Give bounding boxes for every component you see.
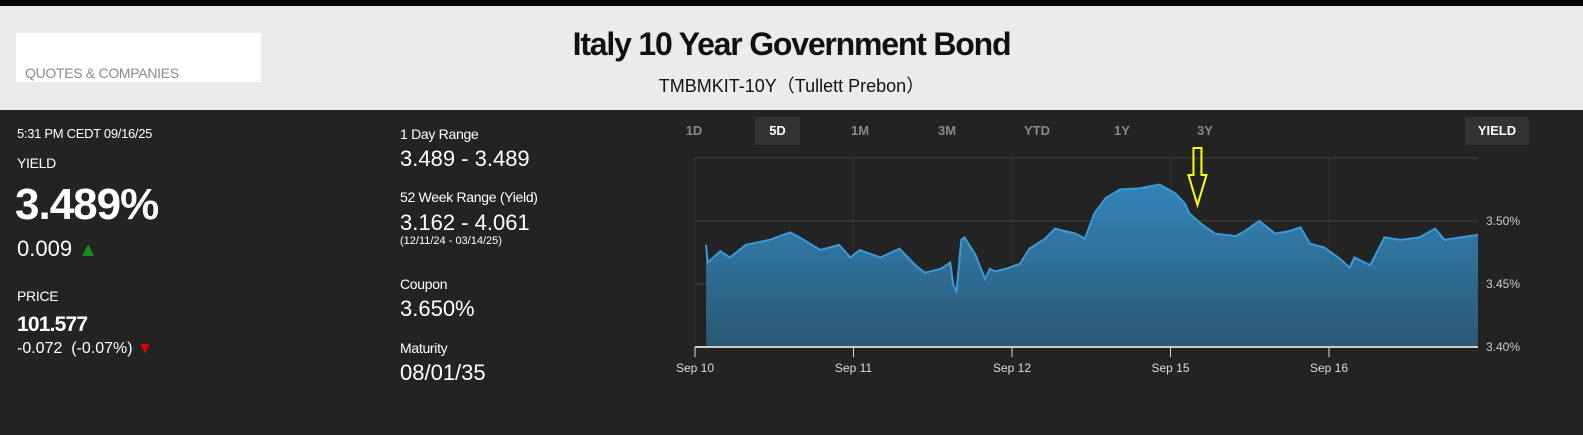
x-tick-label: Sep 15: [1151, 361, 1189, 375]
tab-1d[interactable]: 1D: [685, 123, 703, 138]
price-change: -0.072 (-0.07%) ▼: [17, 340, 153, 358]
x-tick-label: Sep 16: [1310, 361, 1348, 375]
x-tick-label: Sep 11: [835, 361, 872, 375]
arrow-down-icon: ▼: [137, 340, 153, 357]
yield-label: YIELD: [17, 155, 56, 171]
y-tick-label: 3.40%: [1486, 340, 1520, 354]
price-label: PRICE: [17, 288, 59, 304]
price-change-value: -0.072 (-0.07%): [17, 340, 133, 357]
yield-change-value: 0.009: [17, 236, 73, 261]
quotes-search-box[interactable]: QUOTES & COMPANIES: [16, 33, 261, 82]
week52-range-label: 52 Week Range (Yield): [400, 189, 538, 205]
day-range-label: 1 Day Range: [400, 126, 479, 142]
coupon-value: 3.650%: [400, 296, 475, 321]
tab-3m[interactable]: 3M: [937, 123, 957, 138]
coupon-label: Coupon: [400, 276, 448, 292]
maturity-value: 08/01/35: [400, 360, 486, 385]
tab-3y[interactable]: 3Y: [1197, 123, 1213, 138]
x-tick-label: Sep 12: [993, 361, 1031, 375]
tab-ytd[interactable]: YTD: [1024, 123, 1050, 138]
y-tick-label: 3.45%: [1486, 277, 1520, 291]
tab-1y[interactable]: 1Y: [1114, 123, 1130, 138]
yield-change: 0.009 ▲: [17, 236, 98, 262]
tab-5d[interactable]: 5D: [755, 117, 800, 145]
tab-1m[interactable]: 1M: [850, 123, 870, 138]
x-tick-label: Sep 10: [676, 361, 714, 375]
y-tick-label: 3.50%: [1486, 214, 1520, 228]
arrow-up-icon: ▲: [78, 239, 98, 261]
week52-range-dates: (12/11/24 - 03/14/25): [400, 235, 502, 247]
yield-area: [706, 184, 1478, 347]
annotation-arrow-icon: [1187, 147, 1208, 209]
yield-line: [705, 183, 1479, 296]
page-subtitle: TMBMKIT-10Y（Tullett Prebon）: [658, 76, 925, 96]
price-value: 101.577: [17, 313, 88, 336]
week52-range-value: 3.162 - 4.061: [400, 210, 530, 235]
top-bar: [0, 0, 1583, 6]
timestamp: 5:31 PM CEDT 09/16/25: [17, 126, 153, 141]
page-header: QUOTES & COMPANIES Italy 10 Year Governm…: [0, 6, 1583, 110]
maturity-label: Maturity: [400, 340, 448, 356]
yield-mode-button[interactable]: YIELD: [1465, 117, 1529, 145]
day-range-value: 3.489 - 3.489: [400, 146, 530, 171]
yield-value: 3.489%: [15, 180, 159, 229]
page-title: Italy 10 Year Government Bond: [572, 26, 1012, 62]
